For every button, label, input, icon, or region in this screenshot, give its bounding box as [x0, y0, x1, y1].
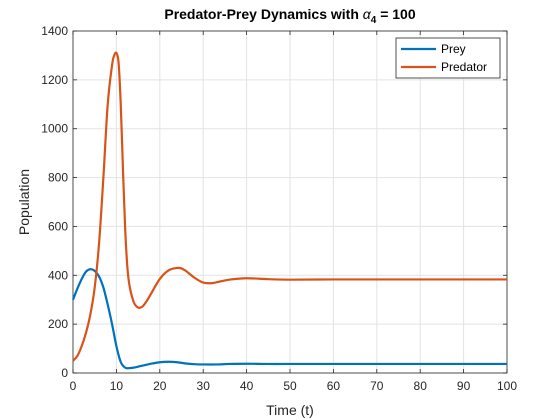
x-tick-label: 40 [240, 379, 254, 393]
chart-title-subscript: 4 [371, 15, 377, 26]
x-tick-label: 70 [370, 379, 384, 393]
y-tick-label: 1400 [41, 24, 68, 38]
chart-title-symbol: α [363, 6, 372, 22]
y-tick-label: 0 [61, 366, 68, 380]
chart-title-suffix: = 100 [376, 6, 416, 22]
legend: Prey Predator [395, 37, 501, 79]
legend-label-predator: Predator [441, 60, 487, 74]
series-layer [71, 51, 507, 370]
y-tick-label: 600 [48, 219, 68, 233]
axis-ticks: 0 10 20 30 40 50 60 70 80 90 100020040060080010001… [41, 24, 517, 393]
y-tick-label: 200 [48, 317, 68, 331]
x-tick-label: 0 [70, 379, 77, 393]
y-axis-label: Population [16, 169, 32, 235]
x-tick-label: 20 [153, 379, 167, 393]
x-tick-label: 10 [110, 379, 124, 393]
x-tick-label: 60 [327, 379, 341, 393]
y-tick-label: 1200 [41, 73, 68, 87]
legend-label-prey: Prey [441, 42, 466, 56]
x-tick-label: 50 [283, 379, 297, 393]
legend-box [395, 37, 501, 79]
y-tick-label: 1000 [41, 122, 68, 136]
x-tick-label: 30 [197, 379, 211, 393]
x-tick-label: 90 [457, 379, 471, 393]
series-line-predator [72, 51, 507, 362]
x-axis-label: Time (t) [266, 402, 314, 418]
y-tick-label: 400 [48, 268, 68, 282]
y-tick-label: 800 [48, 171, 68, 185]
x-tick-label: 100 [497, 379, 517, 393]
chart-title-prefix: Predator-Prey Dynamics with [164, 6, 362, 22]
x-tick-label: 80 [414, 379, 428, 393]
chart-title: Predator-Prey Dynamics with α4 = 100 [164, 6, 415, 26]
